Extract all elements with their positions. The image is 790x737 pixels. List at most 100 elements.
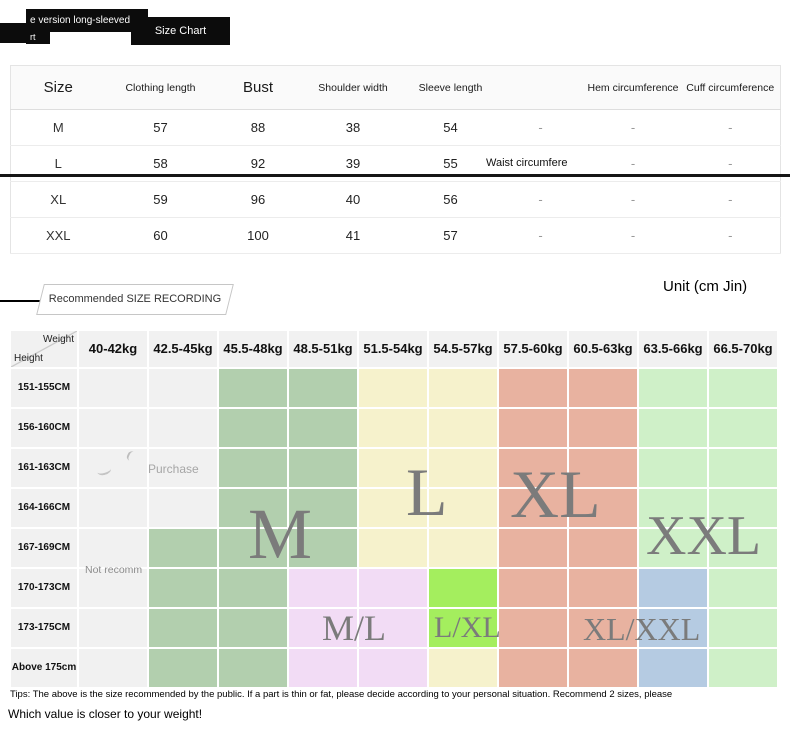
grid-cell-m: [288, 408, 358, 448]
measure-cell: -: [585, 217, 681, 254]
grid-cell-empty: [148, 368, 218, 408]
size-table-row: XL 59 96 40 56- - -: [10, 181, 781, 218]
recommend-banner-text: Recommended SIZE RECORDING: [48, 293, 222, 305]
corner-weight-label: Weight: [43, 334, 74, 345]
grid-cell-xl: [498, 648, 568, 688]
grid-cell-xl: [568, 448, 638, 488]
size-cell: XXL: [10, 217, 106, 254]
grid-cell-xxl: [708, 488, 778, 528]
grid-cell-lxl: [428, 568, 498, 608]
weight-header: 48.5-51kg: [288, 330, 358, 368]
grid-cell-empty: [78, 648, 148, 688]
measure-cell: 88: [215, 109, 301, 146]
tips-text: Tips: The above is the size recommended …: [10, 689, 673, 700]
watermark-notrecomm: Not recomm: [85, 564, 143, 576]
grid-cell-xl: [568, 608, 638, 648]
height-header: 164-166CM: [10, 488, 78, 528]
grid-cell-m: [218, 408, 288, 448]
grid-cell-xlxxl: [638, 568, 708, 608]
grid-cell-l: [358, 528, 428, 568]
grid-cell-xl: [498, 448, 568, 488]
height-header: 167-169CM: [10, 528, 78, 568]
measure-cell: 59: [105, 181, 216, 218]
grid-cell-ml: [358, 648, 428, 688]
grid-cell-m: [148, 568, 218, 608]
grid-cell-l: [428, 488, 498, 528]
grid-cell-empty: [148, 448, 218, 488]
measure-cell: 54: [405, 109, 496, 146]
grid-cell-ml: [358, 608, 428, 648]
height-header: 151-155CM: [10, 368, 78, 408]
grid-cell-xlxxl: [638, 648, 708, 688]
weight-header: 40-42kg: [78, 330, 148, 368]
grid-cell-m: [218, 608, 288, 648]
recommend-banner: Recommended SIZE RECORDING: [36, 284, 234, 315]
grid-cell-xxl: [638, 408, 708, 448]
measure-cell: -: [680, 109, 781, 146]
height-header: 173-175CM: [10, 608, 78, 648]
grid-cell-m: [218, 568, 288, 608]
grid-cell-xxl: [708, 648, 778, 688]
grid-cell-empty: [78, 448, 148, 488]
size-table-row: M 57 88 38 54- - -: [10, 109, 781, 146]
weight-header: 57.5-60kg: [498, 330, 568, 368]
measure-cell: -: [585, 109, 681, 146]
grid-cell-m: [148, 608, 218, 648]
grid-cell-xl: [498, 488, 568, 528]
size-region-label-xl: XL: [510, 456, 601, 532]
size-chart-badge: Size Chart: [131, 17, 230, 45]
grid-cell-l: [428, 408, 498, 448]
weight-header: 60.5-63kg: [568, 330, 638, 368]
grid-cell-m: [218, 488, 288, 528]
grid-cell-xlxxl: [638, 608, 708, 648]
size-grid: Weight Height 40-42kg 42.5-45kg 45.5-48kg 4…: [10, 330, 778, 688]
grid-cell-xl: [568, 408, 638, 448]
grid-cell-xl: [568, 648, 638, 688]
grid-cell-empty: [78, 608, 148, 648]
grid-cell-m: [288, 368, 358, 408]
grid-cell-l: [358, 368, 428, 408]
waist-column-label: Waist circumfere: [486, 157, 568, 169]
grid-cell-xxl: [708, 448, 778, 488]
measure-cell: -: [495, 217, 586, 254]
banner-accent-line: [0, 300, 42, 302]
col-header-bust: Bust: [215, 65, 301, 110]
measure-cell: 57: [105, 109, 216, 146]
grid-cell-ml: [288, 568, 358, 608]
height-header: 156-160CM: [10, 408, 78, 448]
grid-cell-xl: [568, 528, 638, 568]
size-cell: M: [10, 109, 106, 146]
product-ribbon-line2: rt: [26, 31, 50, 44]
product-ribbon-corner: [0, 23, 28, 43]
grid-cell-xl: [498, 608, 568, 648]
grid-cell-xxl: [638, 528, 708, 568]
col-header-cuff-circumference: Cuff circumference: [680, 65, 781, 110]
grid-cell-lxl: [428, 608, 498, 648]
grid-cell-m: [218, 368, 288, 408]
measure-cell: 56: [405, 181, 496, 218]
grid-cell-xl: [568, 368, 638, 408]
product-ribbon-line1: e version long-sleeved: [26, 9, 148, 32]
grid-cell-xxl: [708, 408, 778, 448]
footer-note: Which value is closer to your weight!: [8, 707, 203, 721]
grid-cell-ml: [358, 568, 428, 608]
weight-header: 45.5-48kg: [218, 330, 288, 368]
grid-cell-l: [358, 448, 428, 488]
measure-cell: -: [680, 181, 781, 218]
grid-cell-ml: [288, 648, 358, 688]
size-table-row: XXL 60 100 41 57- - -: [10, 217, 781, 254]
grid-cell-empty: [78, 408, 148, 448]
measure-cell: -: [495, 109, 586, 146]
weight-header: 42.5-45kg: [148, 330, 218, 368]
grid-cell-empty: [78, 488, 148, 528]
measure-cell: -: [680, 217, 781, 254]
measure-cell: 96: [215, 181, 301, 218]
col-header-clothing-length: Clothing length: [105, 65, 216, 110]
col-header-sleeve-length: Sleeve length: [405, 65, 496, 110]
col-header-shoulder-width: Shoulder width: [300, 65, 406, 110]
grid-cell-m: [148, 648, 218, 688]
grid-cell-empty: [78, 368, 148, 408]
grid-cell-l: [358, 488, 428, 528]
grid-cell-m: [148, 528, 218, 568]
